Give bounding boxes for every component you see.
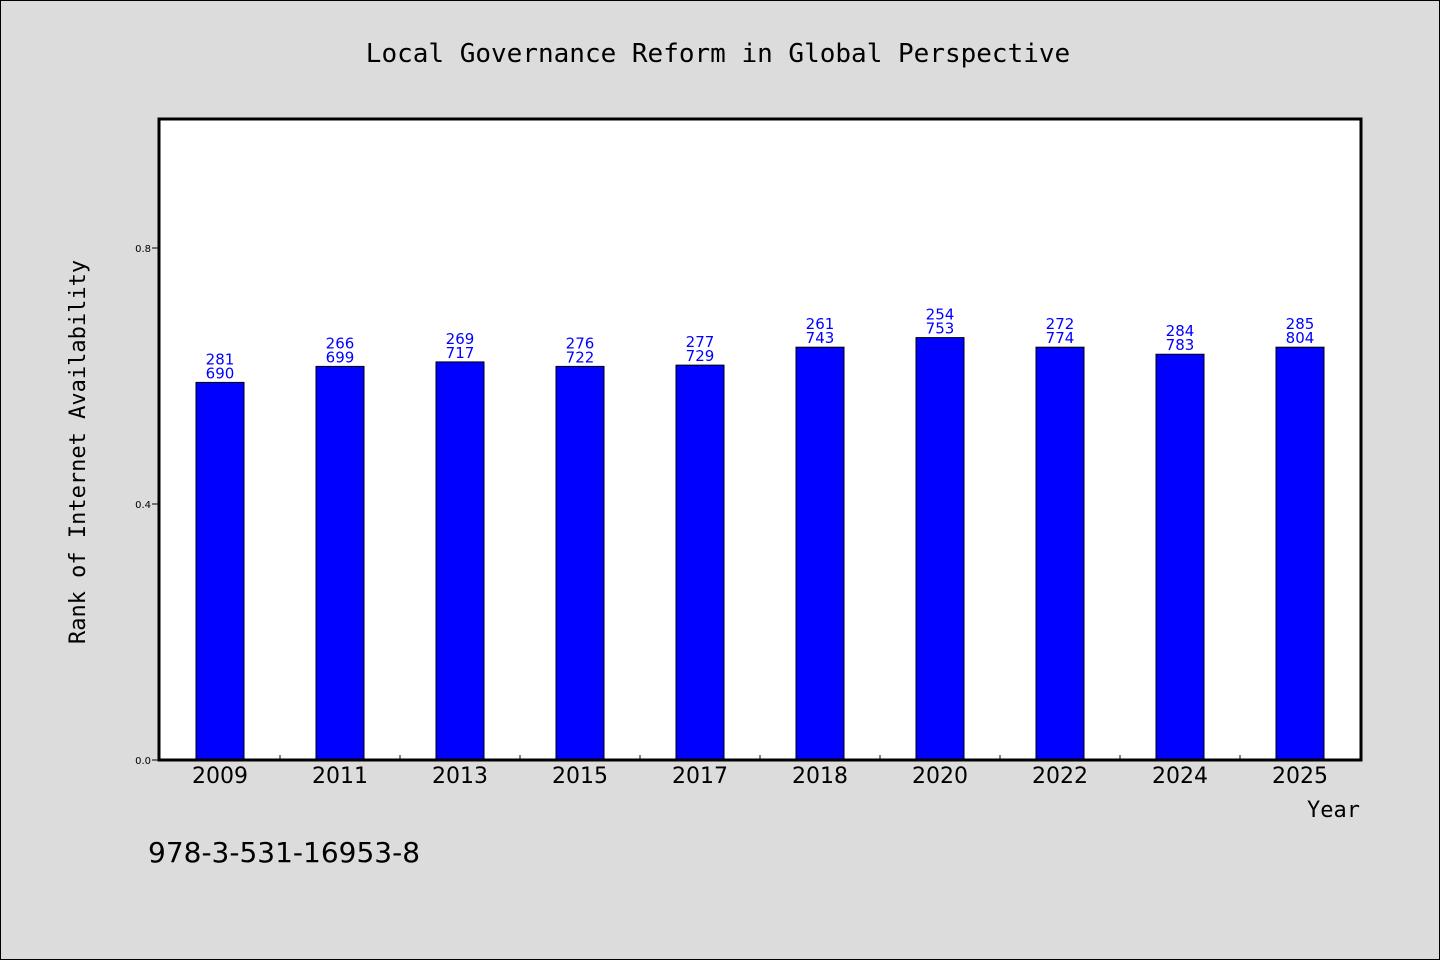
isbn-footer: 978-3-531-16953-8 [148, 836, 420, 869]
bar-2020 [915, 337, 965, 761]
x-tick-label-2017: 2017 [672, 764, 728, 789]
bar-data-label-2018-2: 743 [806, 329, 835, 347]
bar-2015 [555, 365, 605, 761]
x-tick-label-2024: 2024 [1152, 764, 1208, 789]
bars-layer: 2816902666992697172767222777292617432547… [195, 306, 1325, 761]
bar-2009 [195, 381, 245, 761]
x-tick-label-2022: 2022 [1032, 764, 1088, 789]
x-axis-label: Year [1307, 798, 1360, 823]
bar-data-label-2015-1: 276 [566, 334, 595, 352]
bar-data-label-2018-1: 261 [806, 315, 835, 333]
chart-title: Local Governance Reform in Global Perspe… [366, 39, 1070, 69]
x-tick-label-2013: 2013 [432, 764, 488, 789]
bar-2018 [795, 346, 845, 761]
x-tick-label-2018: 2018 [792, 764, 848, 789]
bar-data-label-2024-2: 783 [1166, 336, 1195, 354]
bar-data-label-2022-2: 774 [1046, 329, 1075, 347]
bar-2011 [315, 365, 365, 761]
plot-frame [157, 117, 1363, 762]
bar-data-label-2011-1: 266 [326, 334, 355, 352]
bar-data-label-2015-2: 722 [566, 348, 595, 366]
x-axis-ticks: 2009 2011 2013 2015 2017 2018 2020 2022 2024 2025 [192, 755, 1328, 789]
x-tick-label-2015: 2015 [552, 764, 608, 789]
bar-data-label-2022-1: 272 [1046, 315, 1075, 333]
x-tick-label-2020: 2020 [912, 764, 968, 789]
bar-2017 [675, 364, 725, 761]
y-tick-label-2: 0.8 [135, 244, 151, 255]
x-tick-label-2025: 2025 [1272, 764, 1328, 789]
bar-data-label-2024-1: 284 [1166, 322, 1195, 340]
bar-data-label-2025-2: 804 [1286, 329, 1315, 347]
x-tick-label-2009: 2009 [192, 764, 248, 789]
x-tick-label-2011: 2011 [312, 764, 368, 789]
bar-data-label-2013-1: 269 [446, 330, 475, 348]
bar-data-label-2009-1: 281 [206, 350, 235, 368]
y-axis-label: Rank of Internet Availability [66, 260, 91, 644]
bar-2013 [435, 361, 485, 761]
y-tick-label-0: 0.0 [135, 756, 151, 767]
bar-data-label-2025-1: 285 [1286, 315, 1315, 333]
bar-data-label-2017-1: 277 [686, 333, 715, 351]
bar-2025 [1275, 346, 1325, 761]
bar-2022 [1035, 346, 1085, 761]
bar-data-label-2017-2: 729 [686, 347, 715, 365]
bar-data-label-2013-2: 717 [446, 344, 475, 362]
y-tick-label-1: 0.4 [135, 500, 151, 511]
bar-data-label-2020-2: 753 [926, 320, 955, 338]
bar-data-label-2011-2: 699 [326, 348, 355, 366]
bar-2024 [1155, 353, 1205, 761]
bar-data-label-2009-2: 690 [206, 364, 235, 382]
bar-data-label-2020-1: 254 [926, 306, 955, 324]
